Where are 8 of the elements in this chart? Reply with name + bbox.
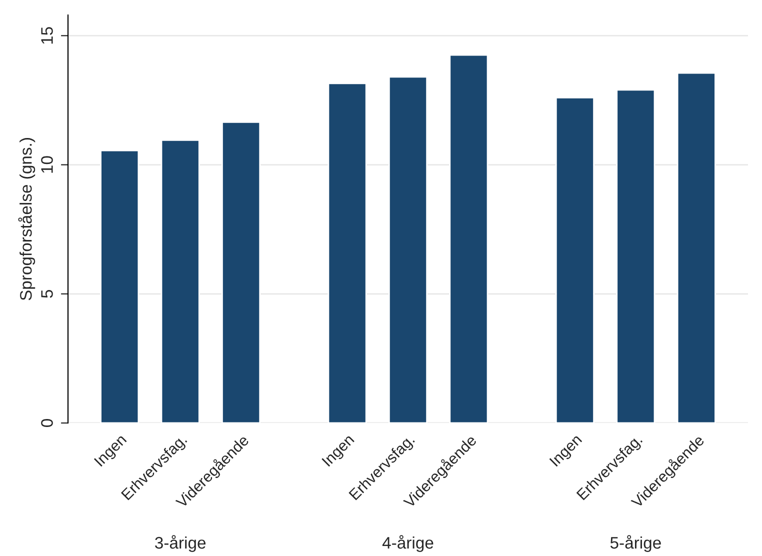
y-tick-label: 0 <box>41 419 53 427</box>
y-tick-label: 10 <box>41 156 53 173</box>
y-tick-label: 15 <box>41 27 53 44</box>
text: 3-årige <box>155 535 206 552</box>
y-axis-title: Sprogforståelse (gns.) <box>18 138 36 300</box>
y-tick-label: 5 <box>41 290 53 298</box>
text: 4-årige <box>382 535 434 552</box>
text: 5-årige <box>610 535 661 552</box>
